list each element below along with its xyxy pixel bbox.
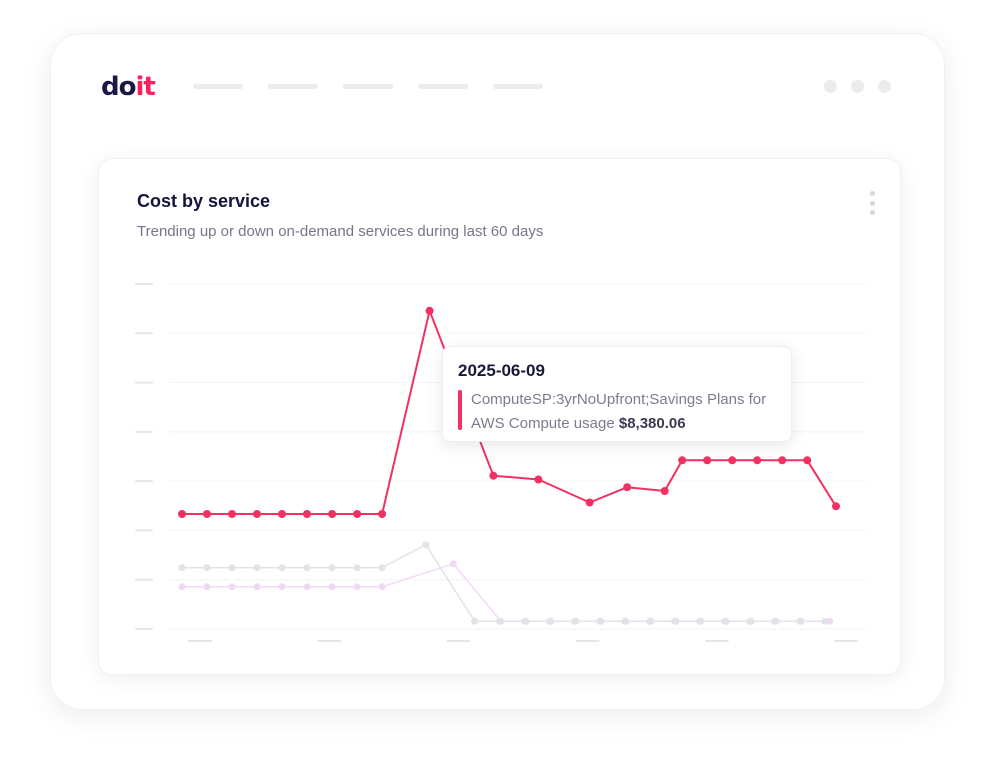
tooltip-value: $8,380.06 — [618, 415, 686, 432]
series-point-0 — [253, 510, 261, 518]
series-point-1 — [746, 617, 754, 625]
series-point-1 — [353, 564, 361, 572]
nav-placeholder-4 — [418, 84, 468, 89]
cost-by-service-card: Cost by service Trending up or down on-d… — [98, 158, 901, 675]
series-line-1 — [182, 543, 825, 623]
series-point-1 — [546, 617, 554, 625]
series-point-0 — [778, 456, 787, 465]
series-point-2 — [278, 583, 286, 591]
series-point-0 — [703, 456, 712, 465]
series-point-1 — [278, 564, 286, 572]
series-point-1 — [328, 564, 336, 572]
series-point-0 — [678, 456, 687, 465]
series-point-0 — [228, 510, 236, 518]
series-point-0 — [585, 498, 594, 507]
series-point-2 — [203, 583, 211, 591]
series-point-0 — [303, 510, 311, 518]
series-point-0 — [489, 471, 498, 480]
kebab-dot — [869, 191, 875, 196]
series-point-2 — [178, 583, 186, 591]
series-point-1 — [178, 564, 186, 572]
nav-placeholder-5 — [493, 84, 543, 89]
logo-part-it: it — [135, 72, 155, 102]
series-point-2 — [353, 583, 361, 591]
series-point-0 — [203, 510, 211, 518]
series-point-2 — [826, 617, 834, 625]
series-point-2 — [328, 583, 336, 591]
series-point-1 — [596, 617, 604, 625]
doit-logo[interactable]: do it — [101, 72, 156, 102]
series-point-0 — [178, 510, 186, 518]
series-point-2 — [228, 583, 236, 591]
logo-part-do: do — [101, 72, 136, 102]
card-subtitle: Trending up or down on-demand services d… — [137, 223, 544, 240]
series-point-1 — [671, 617, 679, 625]
series-point-2 — [449, 560, 457, 568]
series-point-1 — [821, 617, 829, 625]
series-point-0 — [803, 456, 812, 465]
series-point-1 — [571, 617, 579, 625]
kebab-menu-icon[interactable] — [868, 191, 876, 215]
series-point-0 — [425, 306, 434, 315]
nav-placeholders — [193, 84, 543, 89]
series-point-1 — [696, 617, 704, 625]
window-controls — [824, 80, 891, 93]
kebab-dot — [869, 200, 875, 206]
series-point-0 — [832, 502, 840, 511]
series-point-0 — [353, 510, 362, 518]
series-point-1 — [796, 617, 804, 625]
card-title: Cost by service — [137, 191, 271, 211]
kebab-dot — [869, 210, 875, 215]
series-point-1 — [771, 617, 779, 625]
series-point-1 — [646, 617, 654, 625]
tooltip-series-label: ComputeSP:3yrNoUpfront;Savings Plans for… — [471, 391, 767, 432]
series-line-2 — [182, 563, 830, 623]
series-point-1 — [378, 564, 386, 572]
nav-placeholder-3 — [343, 84, 393, 89]
series-point-0 — [753, 456, 762, 465]
nav-placeholder-2 — [268, 84, 318, 89]
tooltip-date: 2025-06-09 — [458, 361, 545, 380]
series-point-1 — [228, 564, 236, 572]
chart-tooltip: 2025-06-09 ComputeSP:3yrNoUpfront;Saving… — [442, 346, 792, 442]
nav-placeholder-1 — [193, 84, 243, 89]
series-point-1 — [621, 617, 629, 625]
series-point-1 — [303, 564, 311, 572]
series-point-0 — [534, 475, 543, 484]
series-point-0 — [660, 487, 669, 495]
series-line-0 — [182, 309, 837, 515]
series-point-1 — [422, 541, 430, 549]
series-point-2 — [253, 583, 261, 591]
series-point-1 — [496, 617, 504, 625]
series-point-1 — [721, 617, 729, 625]
series-point-1 — [521, 617, 529, 625]
series-point-1 — [253, 564, 261, 572]
tooltip-series-color-bar — [458, 390, 462, 430]
series-point-1 — [471, 617, 479, 625]
series-point-0 — [728, 456, 737, 465]
series-point-0 — [328, 510, 337, 518]
series-point-1 — [203, 564, 211, 572]
app-window: do it Cost by service Trending up or down… — [50, 33, 945, 710]
window-dot-1[interactable] — [824, 80, 837, 93]
series-point-0 — [278, 510, 286, 518]
series-point-2 — [378, 583, 386, 591]
series-point-2 — [303, 583, 311, 591]
window-dot-3[interactable] — [878, 80, 891, 93]
series-point-0 — [623, 483, 632, 492]
series-point-0 — [378, 510, 387, 518]
window-dot-2[interactable] — [851, 80, 864, 93]
tooltip-series-text: ComputeSP:3yrNoUpfront;Savings Plans for… — [471, 388, 771, 436]
